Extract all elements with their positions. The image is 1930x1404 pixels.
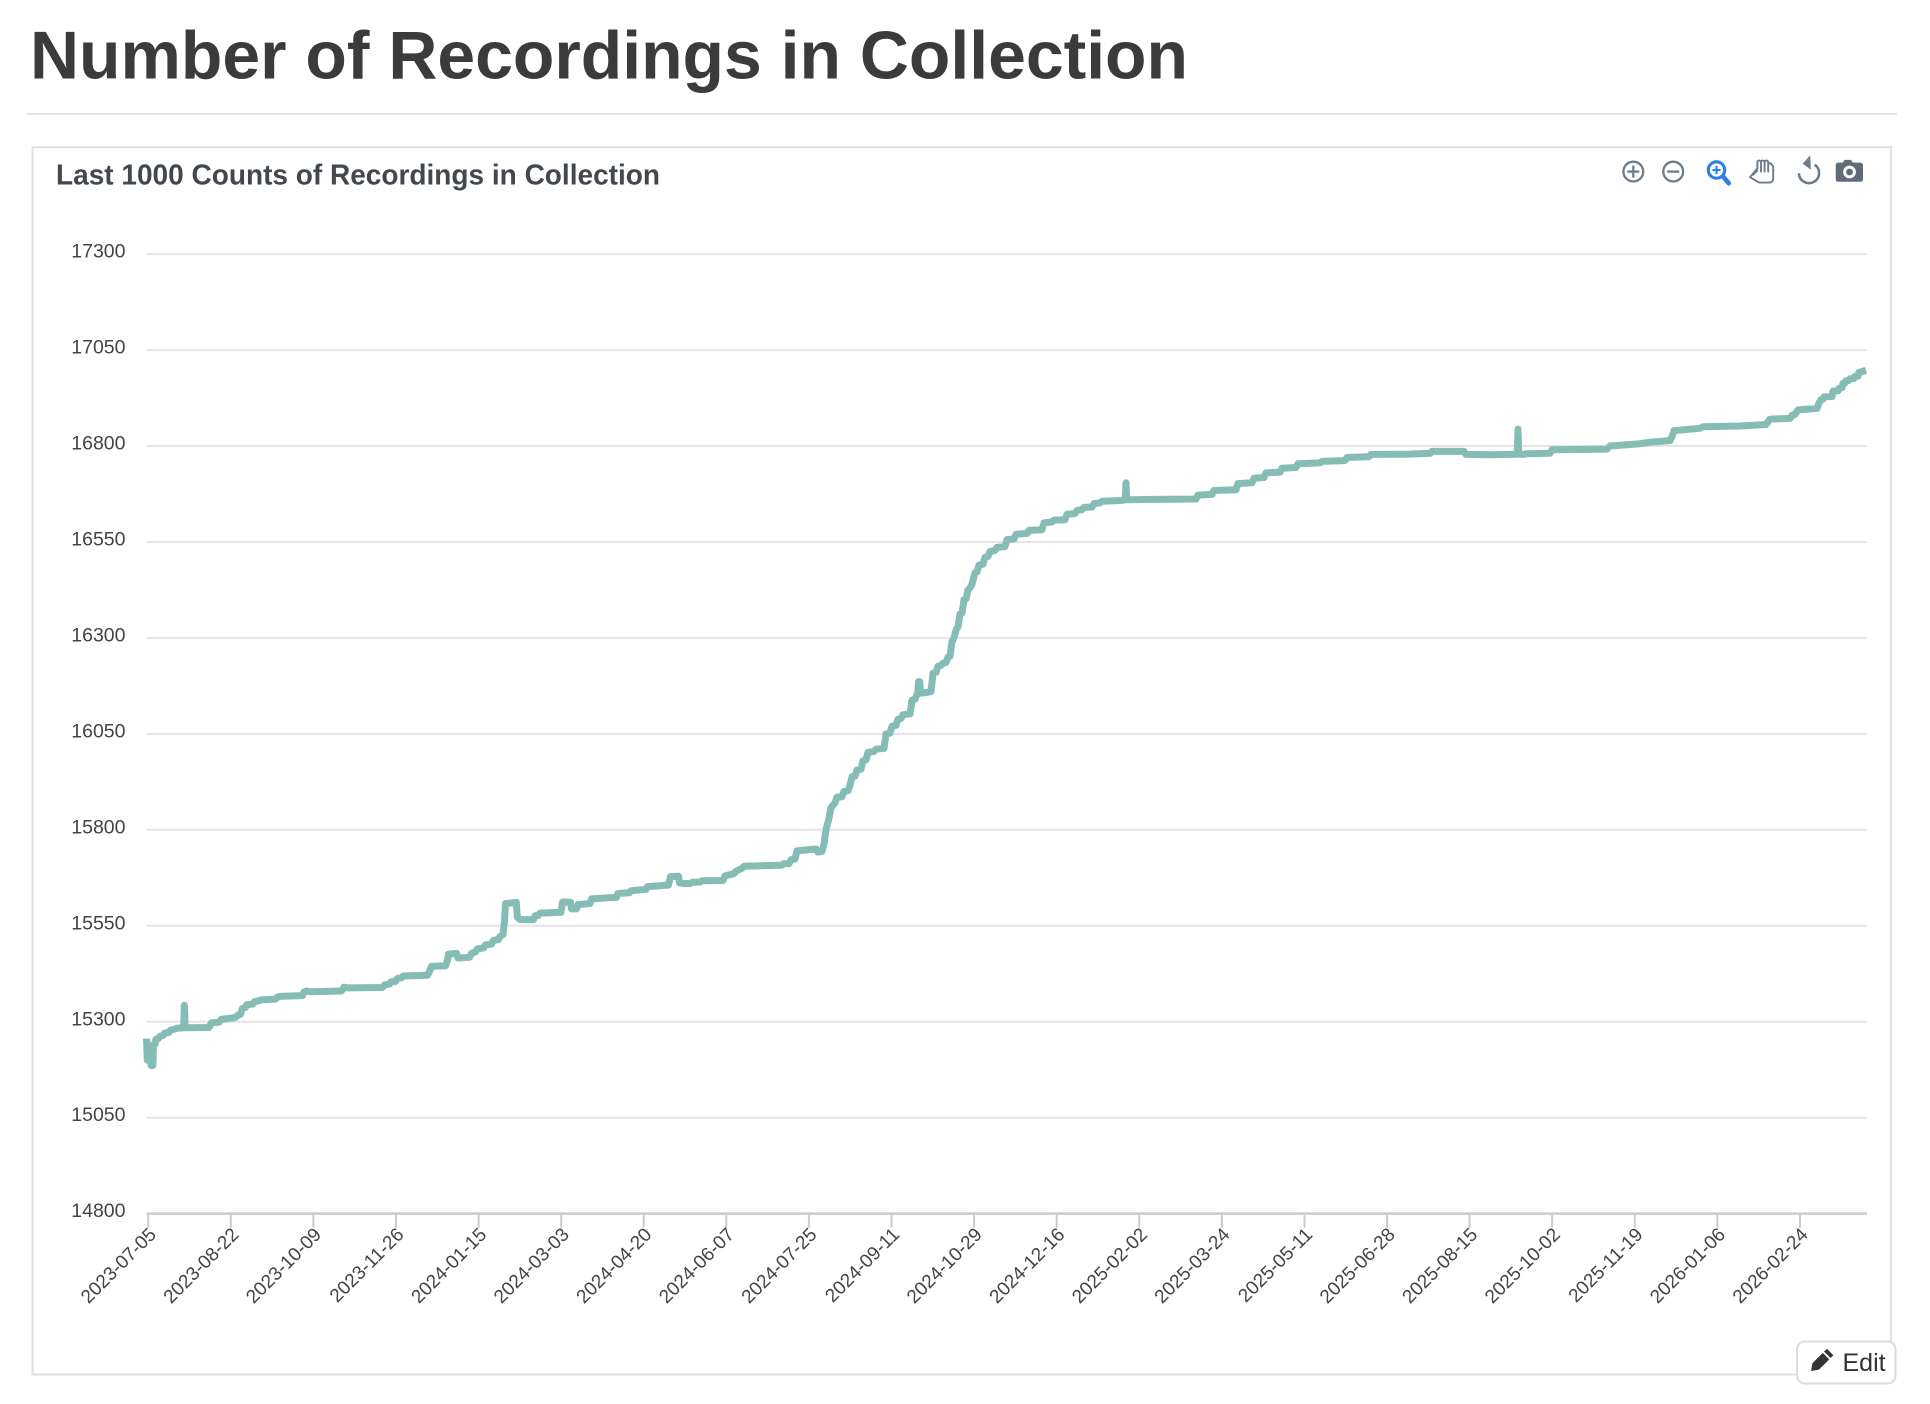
svg-text:Edit: Edit — [1843, 1349, 1886, 1377]
svg-text:16800: 16800 — [71, 433, 125, 455]
svg-text:Number of Recordings in Collec: Number of Recordings in Collection — [30, 18, 1188, 94]
svg-text:15300: 15300 — [71, 1008, 125, 1030]
svg-text:17300: 17300 — [71, 241, 125, 263]
svg-text:16300: 16300 — [71, 625, 125, 647]
svg-text:16550: 16550 — [71, 529, 125, 551]
svg-text:16050: 16050 — [71, 721, 125, 743]
svg-text:15800: 15800 — [71, 816, 125, 838]
svg-text:15550: 15550 — [71, 912, 125, 934]
svg-text:Last 1000 Counts of Recordings: Last 1000 Counts of Recordings in Collec… — [56, 159, 660, 191]
svg-text:17050: 17050 — [71, 337, 125, 359]
svg-text:15050: 15050 — [71, 1104, 125, 1126]
svg-text:14800: 14800 — [71, 1200, 125, 1222]
